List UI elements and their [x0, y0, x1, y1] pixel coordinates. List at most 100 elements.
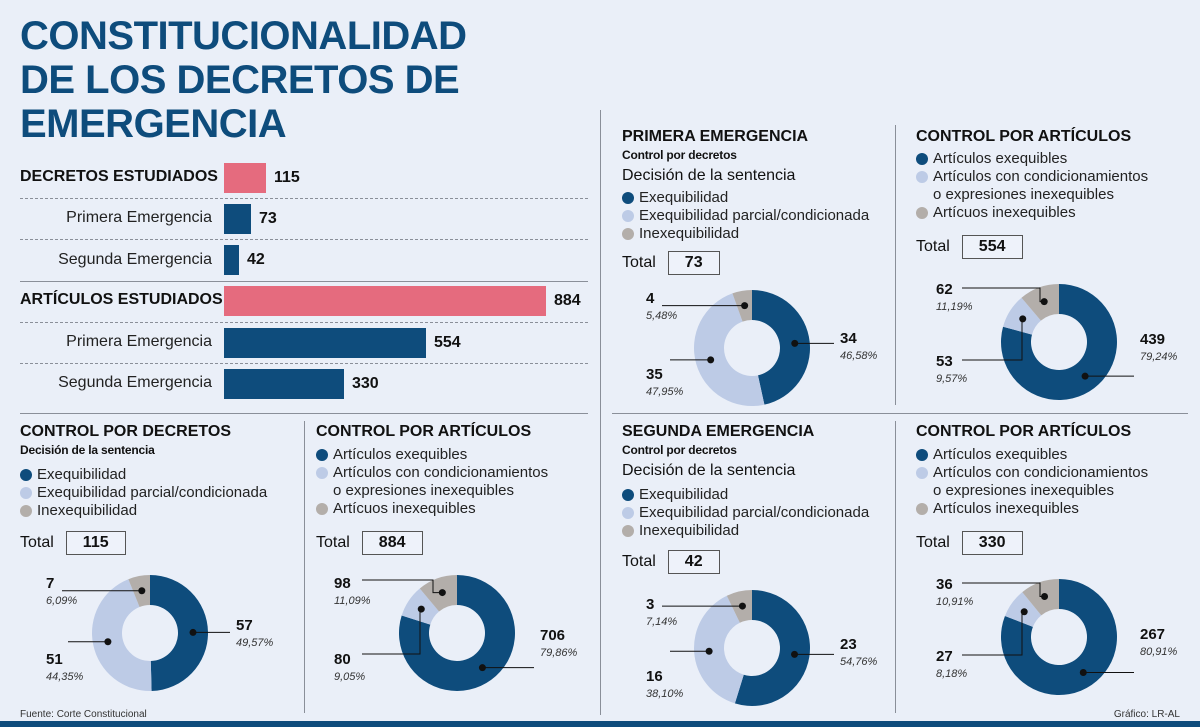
- bar-label-decretos-e1: Primera Emergencia: [66, 209, 212, 226]
- leader-dot: [104, 638, 112, 646]
- page-title: CONSTITUCIONALIDAD DE LOS DECRETOS DE EM…: [20, 14, 600, 146]
- bar-articulos: [224, 286, 546, 316]
- leader-dot: [417, 605, 425, 613]
- slice-value-label: 16: [646, 668, 663, 685]
- leader-dot: [791, 650, 799, 658]
- slice-percent-label: 44,35%: [46, 671, 84, 683]
- legend-dot: [316, 467, 328, 479]
- legend-dot: [916, 503, 928, 515]
- legend-dot: [622, 507, 634, 519]
- legend-item: Inexequibilidad: [20, 502, 267, 520]
- bar-decretos-e1: [224, 204, 251, 234]
- legend-dot: [316, 503, 328, 515]
- slice-value-label: 98: [334, 575, 351, 592]
- slice-value-label: 23: [840, 636, 857, 653]
- leader-dot: [738, 602, 746, 610]
- slice-value-label: 706: [540, 627, 565, 644]
- donut-slice: [1001, 579, 1117, 695]
- slice-value-label: 36: [936, 576, 953, 593]
- donut-slice: [1022, 579, 1059, 616]
- leader-dot: [138, 587, 146, 595]
- bar-value-articulos: 884: [554, 292, 581, 309]
- bar-decretos-e2: [224, 245, 239, 275]
- legend-item: o expresiones inexequibles: [916, 482, 1148, 500]
- divider: [20, 281, 588, 282]
- total: Total 73: [622, 251, 720, 275]
- slice-value-label: 62: [936, 281, 953, 298]
- section-divider: [612, 413, 1188, 414]
- slice-percent-label: 7,14%: [646, 616, 677, 628]
- legend-label: Artículos exequibles: [933, 150, 1068, 167]
- legend-label: Exequibilidad parcial/condicionada: [37, 484, 268, 501]
- total: Total 884: [316, 531, 423, 555]
- panel-title: CONTROL POR DECRETOS: [20, 423, 231, 440]
- legend-label: Artículos con condicionamientos: [333, 464, 549, 481]
- section-divider: [304, 421, 305, 713]
- bar-label-decretos-e2: Segunda Emergencia: [58, 251, 212, 268]
- legend-dot: [916, 467, 928, 479]
- legend-dot: [20, 505, 32, 517]
- legend-label: Inexequibilidad: [639, 225, 740, 242]
- leader-dot: [1081, 372, 1089, 380]
- donut-slice: [694, 595, 744, 704]
- leader-dot: [741, 302, 749, 310]
- slice-value-label: 51: [46, 651, 63, 668]
- slice-percent-label: 46,58%: [840, 350, 878, 362]
- slice-percent-label: 79,86%: [540, 647, 578, 659]
- panel-title: CONTROL POR ARTÍCULOS: [916, 423, 1132, 440]
- legend-dot: [916, 449, 928, 461]
- legend-item: Exequibilidad parcial/condicionada: [622, 207, 869, 225]
- slice-percent-label: 6,09%: [46, 595, 77, 607]
- total-label: Total: [916, 238, 950, 255]
- donut-chart: 439 79,24% 53 9,57% 62 11,19%: [936, 281, 1178, 400]
- legend-dot: [20, 469, 32, 481]
- legend-label: Exequibilidad: [37, 466, 127, 483]
- leader-dot: [1040, 298, 1048, 306]
- panel-title: CONTROL POR ARTÍCULOS: [316, 423, 532, 440]
- donut-chart: 706 79,86% 80 9,05% 98 11,09%: [334, 575, 578, 691]
- legend-dot: [622, 525, 634, 537]
- bar-label-articulos-e1: Primera Emergencia: [66, 333, 212, 350]
- slice-percent-label: 9,57%: [936, 373, 967, 385]
- panel-subtitle: Control por decretos: [622, 443, 737, 457]
- panel-title: PRIMERA EMERGENCIA: [622, 128, 809, 145]
- leader-dot: [1020, 608, 1028, 616]
- panel-subtitle: Control por decretos: [622, 148, 737, 162]
- slice-value-label: 53: [936, 353, 953, 370]
- legend-item: o expresiones inexequibles: [316, 482, 548, 500]
- slice-percent-label: 9,05%: [334, 671, 365, 683]
- total-value: 884: [361, 531, 423, 555]
- bar-value-decretos: 115: [274, 169, 300, 186]
- legend-label: o expresiones inexequibles: [333, 482, 514, 499]
- title-line-3: EMERGENCIA: [20, 102, 287, 146]
- donut-slice: [1001, 284, 1117, 400]
- total: Total 42: [622, 550, 720, 574]
- slice-value-label: 57: [236, 617, 253, 634]
- legend-label: Artícuos inexequibles: [333, 500, 476, 517]
- total: Total 554: [916, 235, 1023, 259]
- panel-subtitle-2: Decisión de la sentencia: [622, 167, 796, 184]
- legend-item: Artículos con condicionamientos: [916, 168, 1148, 186]
- legend-label: Artículos exequibles: [933, 446, 1068, 463]
- legend-label: Exequibilidad parcial/condicionada: [639, 504, 870, 521]
- slice-value-label: 4: [646, 290, 655, 307]
- legend-dot: [916, 207, 928, 219]
- total-label: Total: [20, 534, 54, 551]
- total-label: Total: [622, 254, 656, 271]
- leader-dot: [1079, 668, 1087, 676]
- legend-label: Artículos exequibles: [333, 446, 468, 463]
- legend: Artículos exequibles Artículos con condi…: [916, 150, 1148, 222]
- section-divider: [895, 125, 896, 405]
- legend-label: Exequibilidad: [639, 189, 729, 206]
- legend-dot: [916, 153, 928, 165]
- slice-value-label: 7: [46, 575, 54, 592]
- total: Total 115: [20, 531, 126, 555]
- donut-slice: [150, 575, 209, 691]
- legend-dot: [622, 210, 634, 222]
- bar-value-decretos-e2: 42: [247, 251, 265, 268]
- slice-value-label: 439: [1140, 331, 1165, 348]
- slice-percent-label: 5,48%: [646, 310, 677, 322]
- panel-subtitle: Decisión de la sentencia: [20, 443, 155, 457]
- bar-articulos-e2: [224, 369, 344, 399]
- donut-slice: [399, 575, 515, 691]
